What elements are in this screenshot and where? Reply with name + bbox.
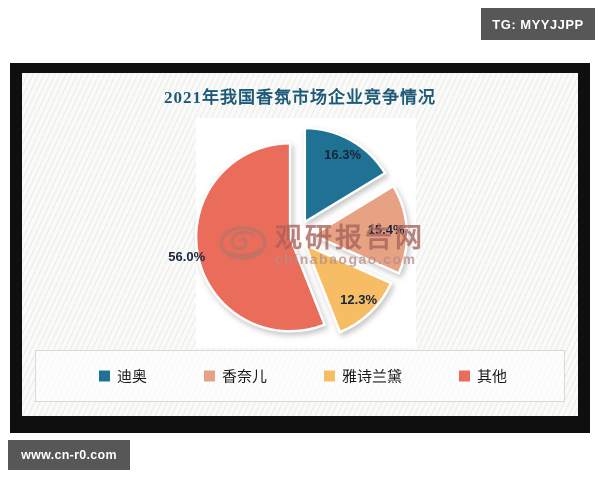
legend-swatch-icon [459,370,470,382]
slice-label-2: 15.4% [367,222,405,238]
chart-frame: 2021年我国香氛市场企业竞争情况 16.3% 15.4% 12.3% 56.0% 观… [10,63,590,433]
telegram-badge: TG: MYYJJPP [481,8,595,40]
pie-slice-2 [311,184,409,275]
legend-label: 香奈儿 [222,368,268,386]
legend-swatch-icon [204,370,215,382]
legend-swatch-icon [324,370,335,382]
pie-slice-3 [304,243,393,334]
legend-item-1: 迪奥 [99,366,147,387]
website-badge: www.cn-r0.com [8,440,130,470]
legend-label: 雅诗兰黛 [342,368,403,386]
legend-label: 迪奥 [117,368,148,386]
legend-item-2: 香奈儿 [204,366,267,387]
chart-title: 2021年我国香氛市场企业竞争情况 [164,88,436,107]
slice-label-4: 56.0% [168,249,206,265]
slice-label-1: 16.3% [324,146,362,162]
legend-label: 其他 [477,368,508,386]
legend-item-4: 其他 [459,366,507,387]
slice-label-3: 12.3% [340,292,378,308]
legend-item-3: 雅诗兰黛 [324,366,402,387]
legend-swatch-icon [99,370,110,382]
chart-frame-inner: 2021年我国香氛市场企业竞争情况 16.3% 15.4% 12.3% 56.0% 观… [22,73,578,416]
pie-chart: 16.3% 15.4% 12.3% 56.0% [140,110,430,360]
pie-slice-1 [303,126,387,224]
legend: 迪奥 香奈儿 雅诗兰黛 其他 [35,350,565,402]
